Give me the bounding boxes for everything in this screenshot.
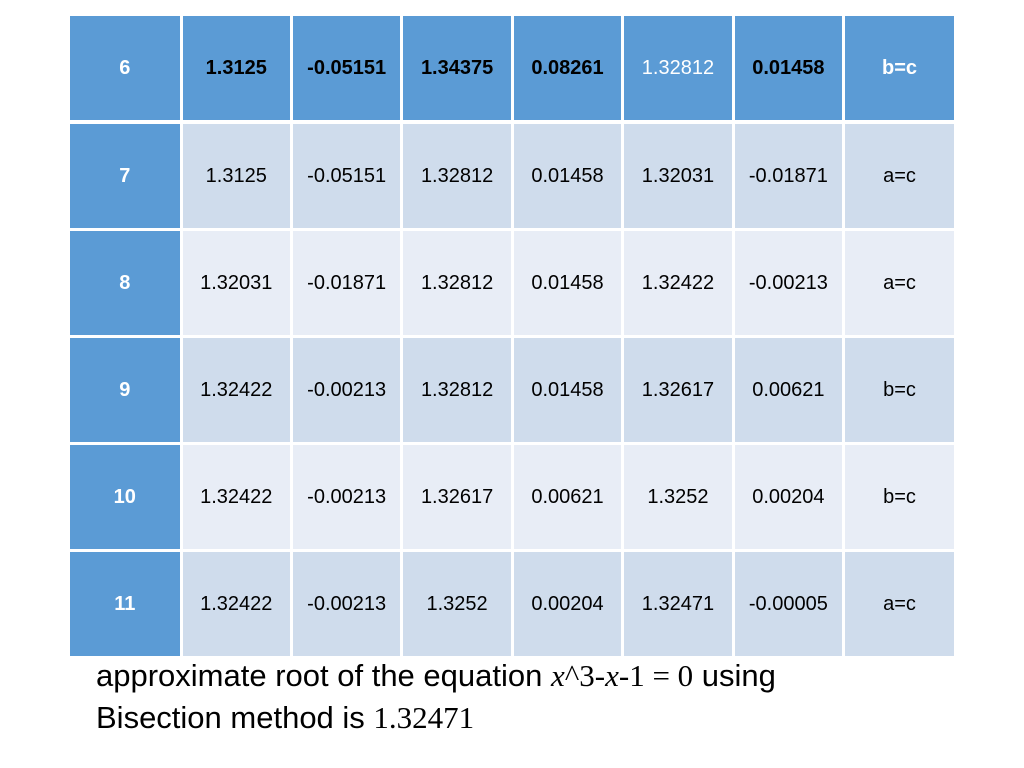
fa-value-cell: -0.05151 [291,122,404,231]
update-action-cell: a=c [843,550,954,656]
fa-value-cell: -0.00213 [291,336,404,445]
b-value-cell: 1.32812 [401,229,514,338]
fa-value-cell: -0.05151 [291,16,404,124]
table-row: 10 1.32422 -0.00213 1.32617 0.00621 1.32… [70,443,954,552]
update-action-cell: b=c [843,16,954,124]
caption-line1-text: approximate root of the equation [96,658,551,693]
b-value-cell: 1.32812 [401,336,514,445]
fb-value-cell: 0.01458 [512,122,625,231]
table-row: 6 1.3125 -0.05151 1.34375 0.08261 1.3281… [70,16,954,124]
fc-value-cell: 0.00204 [733,443,846,552]
equation-power: ^3- [564,658,606,693]
iteration-number-cell: 6 [70,16,183,124]
a-value-cell: 1.32422 [181,443,293,552]
table-row: 9 1.32422 -0.00213 1.32812 0.01458 1.326… [70,336,954,445]
conclusion-caption: approximate root of the equation x^3-x-1… [96,655,956,739]
c-value-cell: 1.3252 [622,443,735,552]
b-value-cell: 1.34375 [401,16,514,124]
a-value-cell: 1.32422 [181,550,293,656]
c-value-cell: 1.32422 [622,229,735,338]
iteration-number-cell: 11 [70,550,183,656]
fc-value-cell: 0.01458 [733,16,846,124]
iteration-number-cell: 9 [70,336,183,445]
fc-value-cell: -0.00005 [733,550,846,656]
fb-value-cell: 0.00621 [512,443,625,552]
update-action-cell: a=c [843,122,954,231]
a-value-cell: 1.32422 [181,336,293,445]
iteration-number-cell: 10 [70,443,183,552]
update-action-cell: b=c [843,443,954,552]
iteration-number-cell: 8 [70,229,183,338]
fc-value-cell: 0.00621 [733,336,846,445]
table-row: 7 1.3125 -0.05151 1.32812 0.01458 1.3203… [70,122,954,231]
fb-value-cell: 0.01458 [512,229,625,338]
equation-variable: x [605,658,619,693]
update-action-cell: b=c [843,336,954,445]
fb-value-cell: 0.08261 [512,16,625,124]
equation: x^3-x-1 = 0 [551,658,693,693]
caption-line1-tail: using [693,658,776,693]
c-value-cell: 1.32812 [622,16,735,124]
fa-value-cell: -0.00213 [291,443,404,552]
caption-line2-text: Bisection method is [96,700,374,735]
update-action-cell: a=c [843,229,954,338]
c-value-cell: 1.32031 [622,122,735,231]
fb-value-cell: 0.00204 [512,550,625,656]
table-row: 8 1.32031 -0.01871 1.32812 0.01458 1.324… [70,229,954,338]
a-value-cell: 1.3125 [181,122,293,231]
b-value-cell: 1.32812 [401,122,514,231]
table-row: 11 1.32422 -0.00213 1.3252 0.00204 1.324… [70,550,954,656]
equation-variable: x [550,658,565,693]
iteration-number-cell: 7 [70,122,183,231]
fc-value-cell: -0.00213 [733,229,846,338]
equation-rest: -1 = 0 [618,658,694,693]
fa-value-cell: -0.01871 [291,229,404,338]
c-value-cell: 1.32617 [622,336,735,445]
b-value-cell: 1.32617 [401,443,514,552]
bisection-iteration-table: 6 1.3125 -0.05151 1.34375 0.08261 1.3281… [70,16,954,656]
bisection-table-container: 6 1.3125 -0.05151 1.34375 0.08261 1.3281… [70,16,954,656]
c-value-cell: 1.32471 [622,550,735,656]
a-value-cell: 1.3125 [181,16,293,124]
fb-value-cell: 0.01458 [512,336,625,445]
b-value-cell: 1.3252 [401,550,514,656]
fa-value-cell: -0.00213 [291,550,404,656]
root-value: 1.32471 [373,700,475,735]
a-value-cell: 1.32031 [181,229,293,338]
fc-value-cell: -0.01871 [733,122,846,231]
